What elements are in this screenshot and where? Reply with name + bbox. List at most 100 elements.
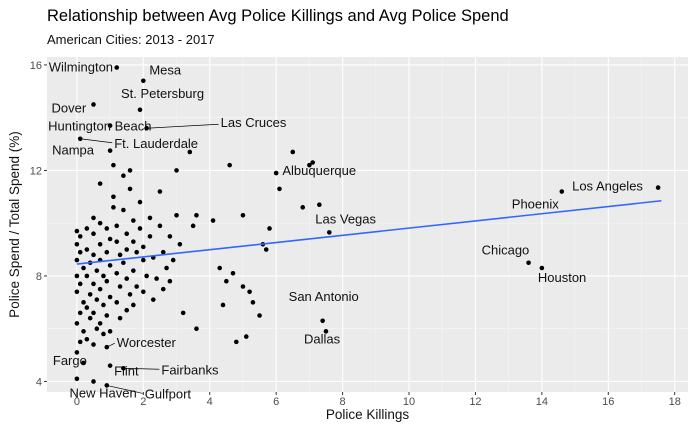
data-point bbox=[84, 336, 90, 342]
point-label: Huntington Beach bbox=[48, 119, 151, 134]
data-point bbox=[141, 289, 146, 295]
data-point bbox=[127, 186, 133, 192]
x-tick-label: 8 bbox=[340, 396, 346, 408]
data-point bbox=[94, 326, 100, 331]
data-point bbox=[117, 315, 123, 321]
data-point bbox=[74, 289, 80, 295]
data-point bbox=[104, 249, 110, 255]
data-point bbox=[121, 173, 126, 179]
data-point bbox=[104, 226, 110, 231]
data-point bbox=[134, 249, 139, 255]
plot-panel bbox=[47, 57, 688, 392]
data-point-labeled bbox=[104, 344, 110, 350]
data-point bbox=[167, 278, 173, 284]
point-label: Wilmington bbox=[49, 60, 113, 75]
data-point-labeled bbox=[655, 185, 661, 190]
data-point-labeled bbox=[114, 65, 120, 70]
data-point bbox=[107, 329, 113, 334]
point-label: New Haven bbox=[69, 385, 136, 400]
x-tick-label: 18 bbox=[669, 396, 681, 408]
data-point bbox=[104, 313, 110, 318]
data-point-labeled bbox=[327, 230, 332, 235]
data-point-labeled bbox=[121, 365, 126, 371]
data-point bbox=[77, 249, 83, 255]
data-point bbox=[174, 212, 179, 218]
data-point bbox=[157, 223, 163, 229]
data-point bbox=[77, 310, 83, 316]
data-point bbox=[107, 294, 113, 300]
point-label: Phoenix bbox=[512, 197, 559, 212]
data-point bbox=[134, 284, 139, 289]
data-point bbox=[74, 350, 80, 355]
data-point bbox=[290, 149, 296, 155]
data-point-labeled bbox=[107, 123, 113, 128]
data-point-labeled bbox=[307, 162, 312, 168]
data-point bbox=[124, 276, 130, 281]
point-label: San Antonio bbox=[289, 289, 359, 304]
data-point-labeled bbox=[77, 136, 83, 142]
data-point bbox=[107, 236, 113, 242]
data-point bbox=[124, 247, 130, 252]
data-point bbox=[74, 228, 80, 234]
data-point bbox=[111, 194, 116, 200]
data-point bbox=[91, 252, 96, 258]
data-point bbox=[84, 273, 90, 279]
data-point bbox=[111, 162, 116, 168]
data-point bbox=[124, 307, 130, 313]
chart-title: Relationship between Avg Police Killings… bbox=[47, 7, 509, 25]
data-point bbox=[107, 263, 113, 268]
data-point bbox=[131, 239, 136, 244]
data-point bbox=[114, 239, 120, 244]
point-label: Fargo bbox=[53, 353, 87, 368]
data-point bbox=[114, 300, 120, 305]
label-leader bbox=[123, 367, 160, 370]
data-point bbox=[131, 302, 136, 308]
data-point bbox=[217, 265, 223, 271]
data-point bbox=[131, 268, 136, 273]
data-point bbox=[170, 257, 176, 263]
data-point bbox=[154, 276, 159, 281]
x-tick-label: 10 bbox=[403, 396, 415, 408]
data-point bbox=[94, 297, 100, 302]
data-point bbox=[81, 300, 86, 305]
data-point bbox=[257, 313, 262, 318]
y-tick-label: 4 bbox=[36, 376, 42, 388]
data-point bbox=[81, 360, 86, 366]
data-point bbox=[234, 339, 239, 345]
x-tick-label: 6 bbox=[273, 396, 279, 408]
data-point bbox=[74, 273, 80, 279]
data-point-labeled bbox=[107, 363, 113, 368]
x-tick-label: 12 bbox=[469, 396, 481, 408]
data-point-labeled bbox=[104, 383, 110, 388]
data-point bbox=[160, 286, 166, 292]
data-point bbox=[243, 334, 249, 339]
point-label: Gulfport bbox=[145, 386, 192, 401]
point-label: Dover bbox=[51, 100, 86, 115]
point-label: Nampa bbox=[52, 143, 95, 158]
data-point bbox=[137, 226, 143, 231]
label-leader bbox=[106, 385, 143, 394]
data-point bbox=[187, 149, 193, 155]
data-point-labeled bbox=[539, 265, 545, 271]
data-point bbox=[84, 305, 90, 310]
point-label: Dallas bbox=[304, 331, 341, 346]
data-point-labeled bbox=[91, 102, 96, 107]
data-point bbox=[174, 168, 179, 173]
data-point-labeled bbox=[91, 379, 96, 384]
data-point bbox=[84, 226, 90, 231]
point-label: Fairbanks bbox=[161, 362, 219, 377]
data-point bbox=[77, 234, 83, 239]
point-label: Los Angeles bbox=[572, 179, 643, 194]
data-point bbox=[150, 297, 156, 302]
data-point bbox=[114, 223, 120, 229]
data-point bbox=[77, 281, 83, 287]
data-point bbox=[267, 226, 272, 231]
data-point bbox=[117, 284, 123, 289]
point-label: Las Cruces bbox=[221, 115, 287, 130]
data-point bbox=[74, 241, 80, 247]
data-point bbox=[97, 286, 103, 292]
label-leader bbox=[146, 123, 219, 129]
point-label: Flint bbox=[114, 364, 139, 379]
data-point bbox=[224, 278, 229, 284]
